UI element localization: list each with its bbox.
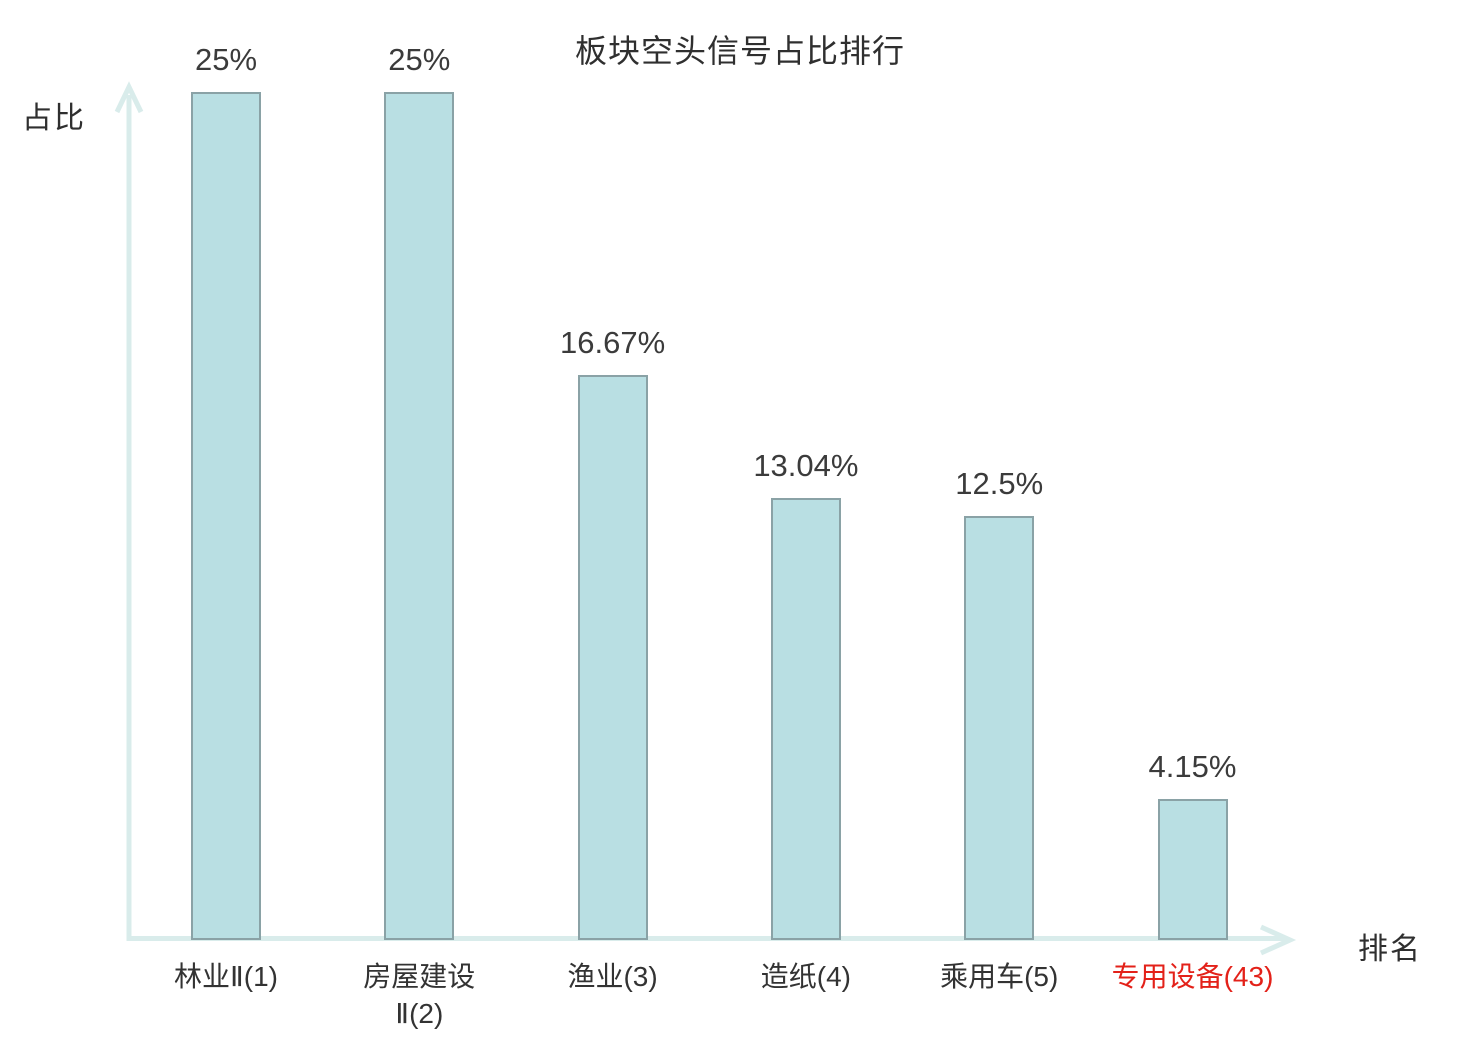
x-axis-arrow-icon: [1259, 924, 1297, 956]
bar-category-label: 乘用车(5): [940, 961, 1059, 992]
bar-value-label: 25%: [388, 42, 451, 77]
bar-category-label: 林业Ⅱ(1): [173, 961, 278, 992]
bar-value-label: 13.04%: [753, 448, 859, 483]
bar: [191, 92, 261, 940]
x-axis-label: 排名: [1358, 933, 1422, 966]
bar-category-label: 渔业(3): [567, 961, 658, 992]
y-axis-label: 占比: [22, 102, 86, 135]
bar-value-label: 16.67%: [560, 325, 666, 360]
bar-category-label: 房屋建设 Ⅱ(2): [363, 961, 476, 1029]
chart-title: 板块空头信号占比排行: [574, 33, 905, 69]
bar-category-label: 造纸(4): [760, 961, 851, 992]
bar: [384, 92, 455, 940]
bar: [770, 498, 841, 940]
bar-value-label: 25%: [194, 42, 258, 77]
bar: [577, 375, 648, 940]
y-axis-arrow-icon: [114, 81, 144, 114]
bar-value-label: 4.15%: [1148, 749, 1237, 784]
bar-category-label-highlighted: 专用设备(43): [1111, 961, 1274, 992]
bar: [1157, 799, 1228, 940]
bar-value-label: 12.5%: [955, 466, 1044, 501]
bar: [964, 516, 1035, 940]
